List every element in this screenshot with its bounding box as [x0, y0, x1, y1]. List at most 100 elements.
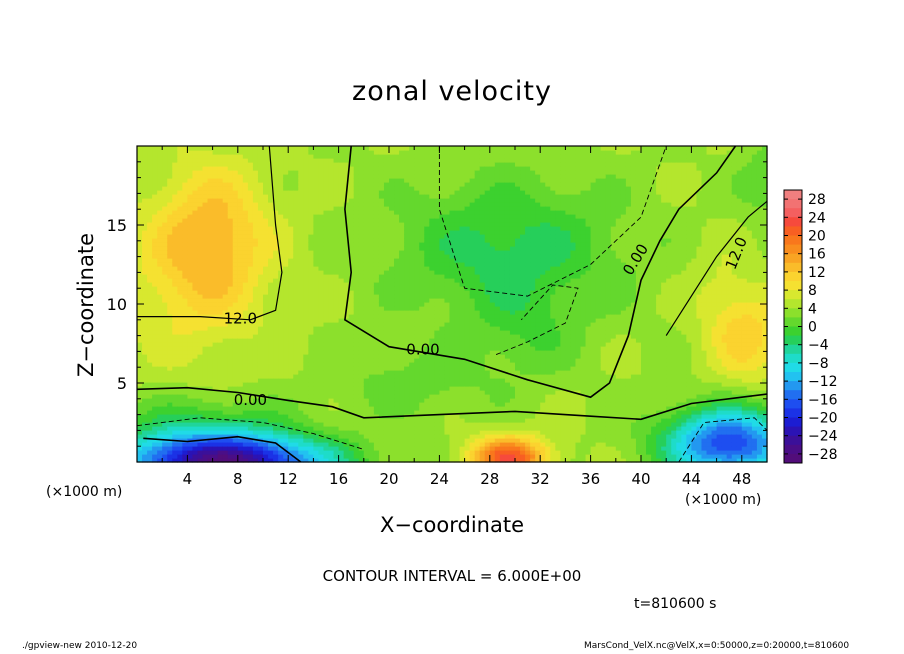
heatmap-cell — [162, 338, 168, 343]
heatmap-cell — [338, 410, 345, 415]
heatmap-cell — [338, 302, 345, 307]
heatmap-cell — [383, 210, 390, 215]
heatmap-cell — [222, 290, 229, 295]
heatmap-cell — [429, 210, 435, 215]
heatmap-cell — [298, 186, 304, 191]
heatmap-cell — [263, 454, 269, 459]
heatmap-cell — [399, 386, 405, 391]
heatmap-cell — [232, 254, 239, 259]
heatmap-cell — [157, 322, 163, 327]
heatmap-cell — [358, 358, 365, 363]
heatmap-cell — [167, 150, 173, 155]
heatmap-cell — [373, 182, 380, 187]
heatmap-cell — [273, 282, 279, 287]
heatmap-cell — [283, 414, 289, 419]
heatmap-cell — [187, 310, 194, 315]
heatmap-cell — [232, 438, 239, 443]
heatmap-cell — [323, 438, 330, 443]
heatmap-cell — [162, 234, 168, 239]
heatmap-cell — [338, 338, 345, 343]
heatmap-cell — [404, 442, 410, 447]
heatmap-cell — [167, 278, 173, 283]
heatmap-cell — [434, 450, 440, 455]
heatmap-cell — [278, 358, 284, 363]
heatmap-cell — [368, 266, 375, 271]
heatmap-cell — [343, 334, 350, 339]
heatmap-cell — [207, 198, 214, 203]
heatmap-cell — [434, 458, 440, 463]
heatmap-cell — [162, 170, 168, 175]
heatmap-cell — [147, 214, 153, 219]
heatmap-cell — [318, 234, 325, 239]
heatmap-cell — [162, 218, 168, 223]
heatmap-cell — [429, 418, 435, 423]
heatmap-cell — [288, 358, 294, 363]
heatmap-cell — [318, 458, 325, 463]
heatmap-cell — [242, 438, 249, 443]
heatmap-cell — [424, 218, 430, 223]
heatmap-cell — [303, 418, 309, 423]
heatmap-cell — [278, 418, 284, 423]
heatmap-cell — [373, 334, 380, 339]
heatmap-cell — [373, 266, 380, 271]
heatmap-cell — [288, 438, 294, 443]
heatmap-cell — [434, 254, 440, 259]
heatmap-cell — [212, 254, 219, 259]
heatmap-cell — [172, 374, 178, 379]
heatmap-cell — [409, 178, 415, 183]
heatmap-cell — [182, 206, 188, 211]
heatmap-cell — [162, 190, 168, 195]
heatmap-cell — [449, 326, 456, 331]
heatmap-cell — [222, 450, 229, 455]
heatmap-cell — [439, 406, 446, 411]
heatmap-cell — [227, 158, 234, 163]
heatmap-cell — [338, 370, 345, 375]
heatmap-cell — [348, 230, 355, 235]
heatmap-cell — [298, 394, 304, 399]
heatmap-cell — [363, 314, 370, 319]
heatmap-cell — [378, 410, 385, 415]
heatmap-cell — [419, 218, 425, 223]
heatmap-cell — [157, 310, 163, 315]
heatmap-cell — [197, 402, 204, 407]
heatmap-cell — [323, 354, 330, 359]
heatmap-cell — [338, 382, 345, 387]
heatmap-cell — [313, 298, 320, 303]
heatmap-cell — [298, 210, 304, 215]
heatmap-cell — [242, 210, 249, 215]
heatmap-cell — [182, 438, 188, 443]
heatmap-cell — [162, 358, 168, 363]
heatmap-cell — [323, 290, 330, 295]
heatmap-cell — [167, 234, 173, 239]
heatmap-cell — [217, 286, 224, 291]
heatmap-cell — [449, 406, 456, 411]
heatmap-cell — [222, 274, 229, 279]
heatmap-cell — [202, 342, 209, 347]
heatmap-cell — [152, 410, 158, 415]
heatmap-cell — [383, 334, 390, 339]
heatmap-cell — [172, 362, 178, 367]
heatmap-cell — [197, 398, 204, 403]
heatmap-cell — [399, 186, 405, 191]
heatmap-cell — [142, 234, 148, 239]
heatmap-cell — [167, 374, 173, 379]
heatmap-cell — [212, 198, 219, 203]
heatmap-cell — [192, 354, 199, 359]
heatmap-cell — [298, 278, 304, 283]
heatmap-cell — [419, 422, 425, 427]
heatmap-cell — [222, 422, 229, 427]
heatmap-cell — [182, 346, 188, 351]
heatmap-cell — [358, 150, 365, 155]
heatmap-cell — [378, 434, 385, 439]
heatmap-cell — [394, 434, 400, 439]
heatmap-cell — [409, 154, 415, 159]
heatmap-cell — [328, 302, 335, 307]
heatmap-cell — [217, 170, 224, 175]
heatmap-cell — [363, 270, 370, 275]
heatmap-cell — [394, 306, 400, 311]
heatmap-cell — [328, 454, 335, 459]
heatmap-cell — [278, 406, 284, 411]
heatmap-cell — [449, 338, 456, 343]
heatmap-cell — [333, 430, 340, 435]
heatmap-cell — [378, 430, 385, 435]
